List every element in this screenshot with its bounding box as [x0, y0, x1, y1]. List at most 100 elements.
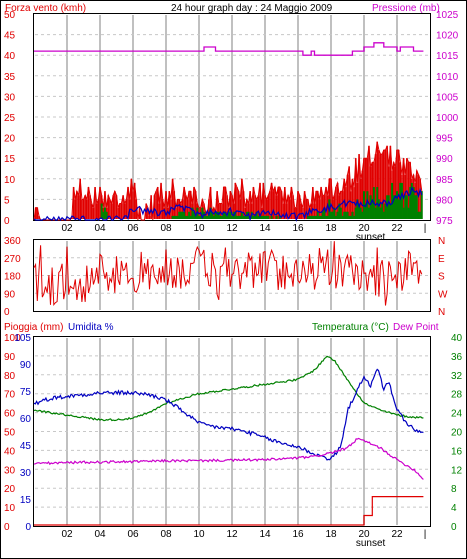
- direction-tick-label: 90: [4, 289, 16, 300]
- hour-tick-label: 02: [61, 529, 73, 540]
- hour-tick-label: 04: [94, 529, 106, 540]
- temperature-tick-label: 24: [451, 409, 463, 420]
- wind-gust-line: [33, 141, 423, 221]
- pressure-tick-label: 990: [436, 154, 453, 165]
- hour-tick-label: 14: [259, 223, 271, 234]
- temperature-axis-title: Temperatura (°C): [312, 322, 389, 333]
- temperature-line: [33, 355, 424, 422]
- pressure-tick-label: 995: [436, 134, 453, 145]
- hour-tick-label: 22: [391, 223, 403, 234]
- hour-tick-label: 08: [160, 529, 172, 540]
- dewpoint-axis-title: Dew Point: [393, 322, 439, 333]
- wind-tick-label: 10: [4, 175, 16, 186]
- wind-tick-label: 20: [4, 134, 16, 145]
- hour-tick-label: 10: [193, 223, 205, 234]
- temperature-tick-label: 40: [451, 333, 463, 344]
- rain-tick-label: 50: [4, 428, 16, 439]
- temperature-tick-label: 8: [451, 484, 457, 495]
- pressure-tick-label: 1005: [436, 92, 459, 103]
- axis-labels-layer: 0510152025303540455097598098599099510001…: [4, 10, 463, 549]
- wind-direction-line: [33, 241, 423, 307]
- pressure-tick-label: 975: [436, 216, 453, 227]
- humidity-line: [33, 368, 424, 461]
- temperature-tick-label: 28: [451, 390, 463, 401]
- pressure-tick-label: 1000: [436, 113, 459, 124]
- compass-tick-label: W: [438, 289, 448, 300]
- wind-panel-frame: [33, 13, 431, 221]
- rain-tick-label: 100: [4, 333, 21, 344]
- pressure-tick-label: 1025: [436, 10, 459, 21]
- hour-tick-label: 12: [226, 223, 238, 234]
- direction-tick-label: 360: [4, 236, 21, 247]
- pressure-line: [34, 42, 424, 56]
- wind-tick-label: 15: [4, 154, 16, 165]
- temperature-tick-label: 4: [451, 503, 457, 514]
- temperature-tick-label: 20: [451, 428, 463, 439]
- wind-tick-label: 50: [4, 10, 16, 21]
- temp-panel-frame: [33, 336, 431, 527]
- temperature-tick-label: 36: [451, 352, 463, 363]
- wind-bars-layer: [33, 42, 424, 222]
- humidity-tick-label: 15: [20, 495, 32, 506]
- temperature-tick-label: 0: [451, 522, 457, 533]
- hour-tick-label: 04: [94, 223, 106, 234]
- humidity-tick-label: 105: [14, 333, 31, 344]
- hour-tick-label: 20: [358, 529, 370, 540]
- compass-tick-label: S: [438, 272, 445, 283]
- wind-tick-label: 25: [4, 113, 16, 124]
- wind-mean-line: [33, 186, 423, 222]
- dewpoint-line: [33, 437, 424, 480]
- direction-tick-label: 270: [4, 254, 21, 265]
- temperature-tick-label: 32: [451, 371, 463, 382]
- hour-tick-label: 06: [127, 529, 139, 540]
- rain-tick-label: 30: [4, 465, 16, 476]
- wind-tick-label: 40: [4, 51, 16, 62]
- compass-tick-label: E: [438, 254, 445, 265]
- rain-tick-label: 70: [4, 390, 16, 401]
- hour-tick-label: 18: [325, 223, 337, 234]
- rain-tick-label: 80: [4, 371, 16, 382]
- direction-panel-frame: [33, 239, 431, 312]
- hour-tick-label: 08: [160, 223, 172, 234]
- sunset-label: sunset: [356, 538, 386, 549]
- humidity-tick-label: 90: [20, 360, 32, 371]
- series-lines-layer: [33, 241, 424, 526]
- pressure-tick-label: 1010: [436, 72, 459, 83]
- pressure-tick-label: 985: [436, 175, 453, 186]
- humidity-tick-label: 60: [20, 414, 32, 425]
- wind-tick-label: 5: [4, 195, 10, 206]
- rain-axis-title: Pioggia (mm): [4, 322, 63, 333]
- wind-axis-title: Forza vento (kmh): [5, 3, 86, 14]
- chart-title: 24 hour graph day : 24 Maggio 2009: [171, 3, 333, 14]
- hour-tick-label: 20: [358, 223, 370, 234]
- direction-tick-label: 0: [4, 307, 10, 318]
- rain-tick-label: 60: [4, 409, 16, 420]
- wind-tick-label: 35: [4, 72, 16, 83]
- direction-tick-label: 180: [4, 272, 21, 283]
- humidity-tick-label: 30: [20, 468, 32, 479]
- wind-tick-label: 30: [4, 92, 16, 103]
- hour-tick-label: 12: [226, 529, 238, 540]
- hour-tick-label: 16: [292, 223, 304, 234]
- hour-tick-label: 10: [193, 529, 205, 540]
- rain-tick-label: 0: [4, 522, 10, 533]
- pressure-tick-label: 980: [436, 195, 453, 206]
- wind-tick-label: 45: [4, 31, 16, 42]
- compass-tick-label: N: [438, 236, 445, 247]
- end-marker: |: [424, 529, 427, 540]
- wind-tick-label: 0: [4, 216, 10, 227]
- sunset-label: sunset: [356, 232, 386, 243]
- hour-tick-label: 06: [127, 223, 139, 234]
- humidity-tick-label: 0: [25, 522, 31, 533]
- rain-tick-label: 10: [4, 503, 16, 514]
- hour-tick-label: 18: [325, 529, 337, 540]
- temperature-tick-label: 16: [451, 446, 463, 457]
- rain-tick-label: 20: [4, 484, 16, 495]
- pressure-axis-title: Pressione (mb): [372, 3, 440, 14]
- temperature-tick-label: 12: [451, 465, 463, 476]
- hour-tick-label: 14: [259, 529, 271, 540]
- end-marker: |: [424, 223, 427, 234]
